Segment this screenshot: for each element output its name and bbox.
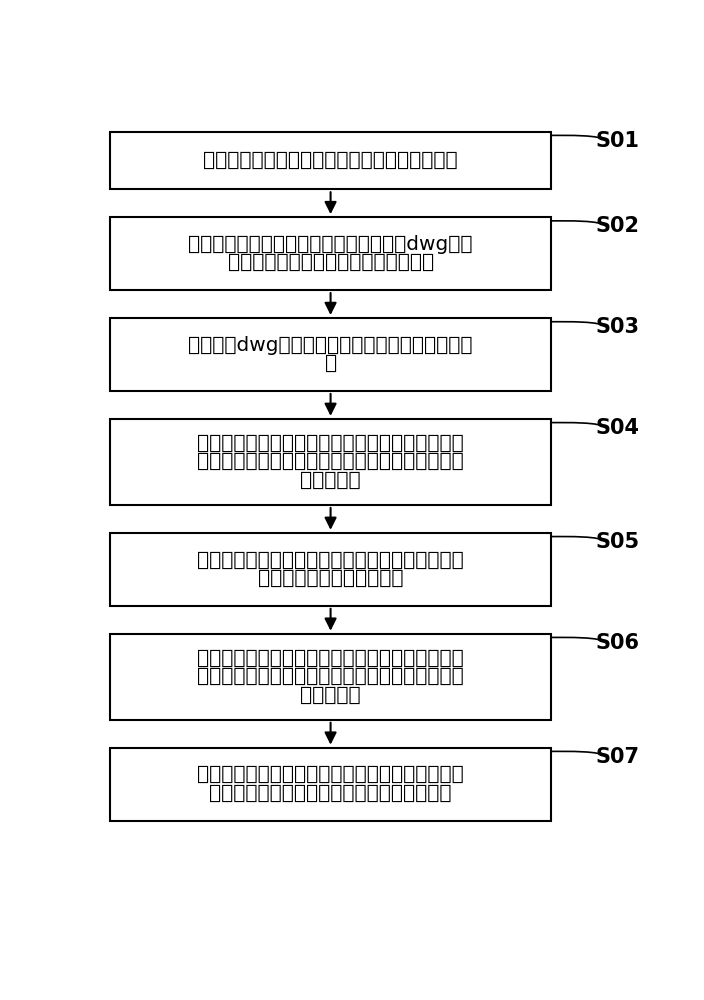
Text: 将采集的电压及电流信号经模数转换后传输至信息: 将采集的电压及电流信号经模数转换后传输至信息: [197, 551, 464, 570]
Text: 当系统设定为监控模式时，将电压通道及电流通道: 当系统设定为监控模式时，将电压通道及电流通道: [197, 434, 464, 453]
Text: S01: S01: [596, 131, 639, 151]
Text: 将电压电流信号采集线与待监测二次回路相连接: 将电压电流信号采集线与待监测二次回路相连接: [203, 151, 458, 170]
Text: 信号的采集: 信号的采集: [301, 686, 361, 705]
Text: 对所述待监测二次回路进行定义，同时将dwg格式: 对所述待监测二次回路进行定义，同时将dwg格式: [189, 235, 473, 254]
Text: S06: S06: [596, 633, 639, 653]
Text: S05: S05: [596, 532, 639, 552]
Text: 从所述回路监测画面中选择测试回路，根据电压及: 从所述回路监测画面中选择测试回路，根据电压及: [197, 765, 464, 784]
Text: S04: S04: [596, 418, 639, 438]
Bar: [110, 132, 551, 189]
Text: 电力接线图文件载入信息计算处理系统: 电力接线图文件载入信息计算处理系统: [227, 253, 434, 272]
Text: 分别切换至多路电压电流采集模块进行电压及电流: 分别切换至多路电压电流采集模块进行电压及电流: [197, 667, 464, 686]
Text: 当系统设定为测试模式时，将电压通道及电流通道: 当系统设定为测试模式时，将电压通道及电流通道: [197, 649, 464, 668]
Text: S02: S02: [596, 216, 639, 236]
Bar: [110, 318, 551, 391]
Bar: [110, 419, 551, 505]
Text: 计算处理系统生成监控画面: 计算处理系统生成监控画面: [258, 569, 403, 588]
Text: S03: S03: [596, 317, 639, 337]
Text: 信号的采集: 信号的采集: [301, 471, 361, 490]
Text: 分别切换至多路电压电流采集模块进行电流及电压: 分别切换至多路电压电流采集模块进行电流及电压: [197, 452, 464, 471]
Bar: [110, 634, 551, 720]
Bar: [110, 533, 551, 606]
Text: S07: S07: [596, 747, 639, 767]
Text: 电流信号对测试回路进行图实扫描及电阻测试: 电流信号对测试回路进行图实扫描及电阻测试: [209, 784, 452, 803]
Text: 根据所述dwg格式电力接线图文件生成回路监测画: 根据所述dwg格式电力接线图文件生成回路监测画: [189, 336, 473, 355]
Bar: [110, 217, 551, 290]
Bar: [110, 748, 551, 821]
Text: 面: 面: [325, 354, 337, 373]
